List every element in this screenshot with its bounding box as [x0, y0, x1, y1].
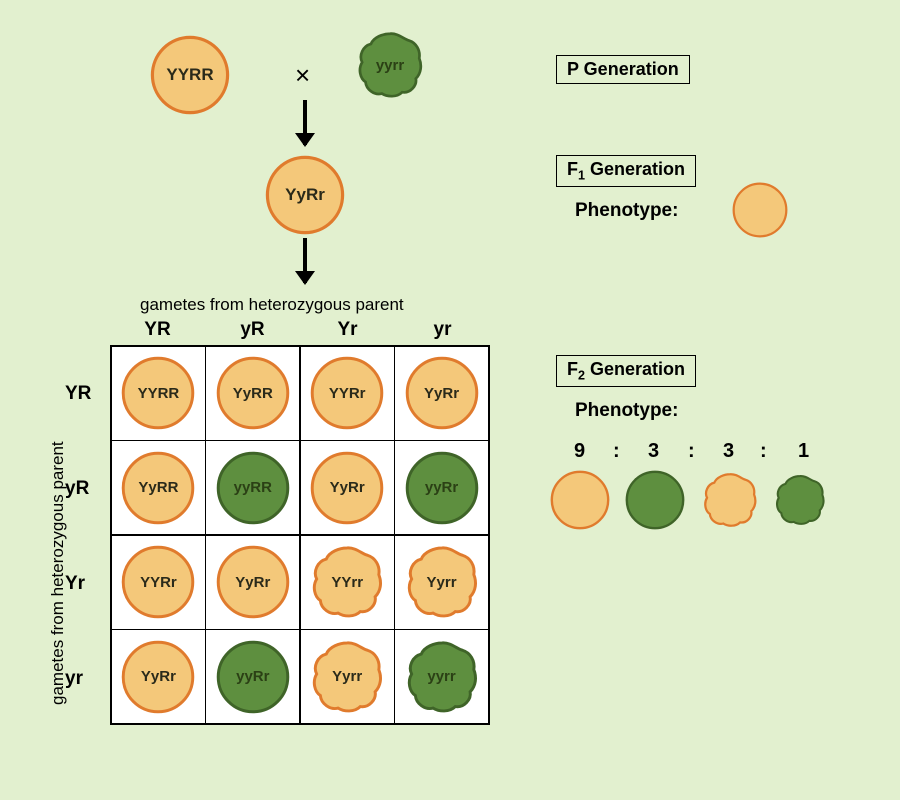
punnett-cell-2-2: YYrr [301, 536, 394, 629]
pea-yellow-round: YyRr [310, 451, 384, 525]
pea-green-wrinkled [774, 474, 826, 526]
pea-yellow-wrinkled: Yyrr [405, 545, 479, 619]
punnett-cell-0-3: YyRr [395, 347, 488, 440]
punnett-cell-1-2: YyRr [301, 441, 394, 534]
row-header-YR: YR [65, 383, 91, 405]
pea-yellow-round: YyRR [216, 356, 290, 430]
ratio-6: 1 [798, 440, 809, 463]
pea-yellow-round: YYRR [150, 35, 230, 115]
genotype-label: yyrr [427, 668, 455, 685]
pea-yellow-round: YYRr [121, 545, 195, 619]
punnett-cell-3-0: YyRr [112, 630, 205, 723]
genotype-label: YyRr [285, 185, 325, 205]
col-header-yR: yR [205, 319, 300, 341]
col-header-Yr: Yr [300, 319, 395, 341]
genotype-label: YyRR [233, 385, 273, 402]
f1-phenotype-label: Phenotype: [575, 200, 678, 222]
ratio-0: 9 [574, 440, 585, 463]
pea-yellow-round: YyRr [405, 356, 479, 430]
f1-generation-label: F1 Generation [556, 155, 696, 187]
pea-yellow-round [732, 182, 788, 238]
pea-yellow-wrinkled [702, 472, 758, 528]
col-header-yr: yr [395, 319, 490, 341]
punnett-cell-2-3: Yyrr [395, 536, 488, 629]
genotype-label: Yyrr [427, 574, 457, 591]
arrow-down [303, 238, 307, 283]
pea-green-round: yyRr [405, 451, 479, 525]
pea-yellow-wrinkled: Yyrr [310, 640, 384, 714]
ratio-3: : [688, 440, 695, 463]
ratio-1: : [613, 440, 620, 463]
cross-symbol: × [295, 60, 310, 91]
col-header-YR: YR [110, 319, 205, 341]
genotype-label: yyRR [234, 479, 272, 496]
punnett-cell-1-3: yyRr [395, 441, 488, 534]
punnett-cell-2-1: YyRr [206, 536, 299, 629]
pea-yellow-wrinkled: YYrr [310, 545, 384, 619]
pea-yellow-round: YyRr [121, 640, 195, 714]
punnett-top-label: gametes from heterozygous parent [140, 295, 404, 315]
ratio-2: 3 [648, 440, 659, 463]
genotype-label: YYRR [138, 385, 180, 402]
genotype-label: YYRr [140, 574, 177, 591]
genotype-label: yyRr [425, 479, 458, 496]
p-generation-label: P Generation [556, 55, 690, 84]
punnett-cell-1-1: yyRR [206, 441, 299, 534]
punnett-cell-0-2: YYRr [301, 347, 394, 440]
punnett-cell-0-1: YyRR [206, 347, 299, 440]
pea-yellow-round [550, 470, 610, 530]
pea-green-wrinkled: yyrr [356, 31, 424, 99]
genotype-label: Yyrr [332, 668, 362, 685]
punnett-cell-1-0: YyRR [112, 441, 205, 534]
pea-yellow-round: YyRr [216, 545, 290, 619]
punnett-cell-3-2: Yyrr [301, 630, 394, 723]
genotype-label: YyRr [141, 668, 176, 685]
row-header-Yr: Yr [65, 573, 85, 595]
genotype-label: YYRr [329, 385, 366, 402]
genotype-label: YyRr [330, 479, 365, 496]
genotype-label: yyrr [376, 57, 404, 74]
f2-phenotype-label: Phenotype: [575, 400, 678, 422]
pea-yellow-round: YyRr [265, 155, 345, 235]
punnett-left-label: gametes from heterozygous parent [48, 441, 68, 705]
pea-green-round: yyRr [216, 640, 290, 714]
f2-generation-label: F2 Generation [556, 355, 696, 387]
punnett-square: YYRR YyRR YYRr YyRr YyRR yyRR YyRr yyRr YYRr YyRr… [110, 345, 490, 725]
ratio-5: : [760, 440, 767, 463]
pea-green-wrinkled: yyrr [405, 640, 479, 714]
arrow-down [303, 100, 307, 145]
punnett-cell-0-0: YYRR [112, 347, 205, 440]
genotype-label: YyRr [424, 385, 459, 402]
genotype-label: yyRr [236, 668, 269, 685]
genotype-label: YyRr [235, 574, 270, 591]
punnett-cell-2-0: YYRr [112, 536, 205, 629]
pea-yellow-round: YYRr [310, 356, 384, 430]
punnett-cell-3-1: yyRr [206, 630, 299, 723]
genotype-label: YYRR [166, 65, 213, 85]
pea-yellow-round: YYRR [121, 356, 195, 430]
pea-yellow-round: YyRR [121, 451, 195, 525]
pea-green-round [625, 470, 685, 530]
punnett-cell-3-3: yyrr [395, 630, 488, 723]
row-header-yR: yR [65, 478, 89, 500]
genotype-label: YyRR [138, 479, 178, 496]
pea-green-round: yyRR [216, 451, 290, 525]
genotype-label: YYrr [331, 574, 363, 591]
ratio-4: 3 [723, 440, 734, 463]
